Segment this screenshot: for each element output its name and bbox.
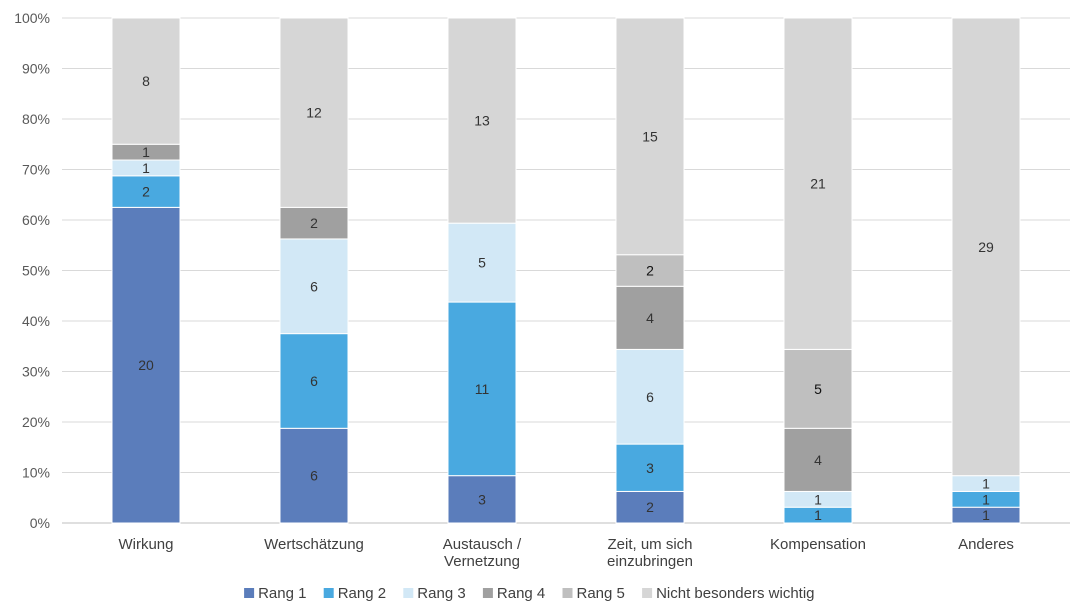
data-label: 6 bbox=[310, 468, 318, 484]
legend-label: Rang 4 bbox=[497, 585, 545, 602]
data-label: 1 bbox=[982, 476, 990, 492]
x-category-label-line: Anderes bbox=[958, 536, 1014, 553]
data-label: 15 bbox=[642, 128, 658, 144]
data-label: 1 bbox=[982, 491, 990, 507]
data-label: 1 bbox=[814, 491, 822, 507]
data-label: 8 bbox=[142, 73, 150, 89]
x-category-label: Anderes bbox=[958, 536, 1014, 553]
legend-swatch bbox=[482, 588, 493, 598]
data-label: 20 bbox=[138, 357, 154, 373]
data-label: 5 bbox=[814, 381, 822, 397]
x-category-label-line: Vernetzung bbox=[444, 553, 520, 570]
y-tick-label: 60% bbox=[22, 212, 50, 228]
bar-segment bbox=[783, 427, 853, 492]
bar-segment bbox=[615, 348, 685, 445]
legend-label: Rang 1 bbox=[258, 585, 306, 602]
bar-segment bbox=[279, 206, 349, 240]
bar-segment bbox=[951, 17, 1021, 477]
data-label: 12 bbox=[306, 105, 322, 121]
data-label: 2 bbox=[646, 499, 654, 515]
bar-segment bbox=[279, 238, 349, 335]
y-tick-label: 20% bbox=[22, 414, 50, 430]
data-label: 3 bbox=[646, 460, 654, 476]
x-category-label: Kompensation bbox=[770, 536, 866, 553]
data-label: 29 bbox=[978, 239, 994, 255]
bar-segment bbox=[447, 17, 517, 224]
bar-segment bbox=[615, 285, 685, 350]
x-category-label-line: Zeit, um sich bbox=[607, 536, 692, 553]
y-tick-label: 70% bbox=[22, 162, 50, 178]
x-axis: Wirkung Wertschätzung Austausch / Vernetzun… bbox=[118, 536, 1013, 570]
gridlines bbox=[62, 17, 1070, 524]
y-tick-label: 100% bbox=[14, 10, 50, 26]
legend-swatch bbox=[403, 588, 414, 598]
y-tick-label: 10% bbox=[22, 465, 50, 481]
data-label: 2 bbox=[646, 263, 654, 279]
legend-swatch bbox=[244, 588, 255, 598]
y-axis: 0% 10% 20% 30% 40% 50% 60% 70% 80% 90% 100% bbox=[14, 10, 50, 531]
bar-segment bbox=[279, 333, 349, 429]
bar-segment bbox=[615, 490, 685, 524]
data-label: 11 bbox=[475, 381, 490, 397]
legend-label: Rang 5 bbox=[577, 585, 625, 602]
y-tick-label: 50% bbox=[22, 263, 50, 279]
bar-segment bbox=[783, 17, 853, 350]
legend-label: Rang 3 bbox=[417, 585, 465, 602]
x-category-label-line: Kompensation bbox=[770, 536, 866, 553]
legend: Rang 1 Rang 2 Rang 3 Rang 4 Rang 5 Nicht beso… bbox=[244, 585, 815, 602]
data-label: 1 bbox=[142, 144, 150, 160]
y-tick-label: 90% bbox=[22, 61, 50, 77]
data-label: 1 bbox=[982, 507, 990, 523]
x-category-label-line: einzubringen bbox=[607, 553, 693, 570]
bar-segment bbox=[447, 222, 517, 303]
x-category-label: Wertschätzung bbox=[264, 536, 364, 553]
x-category-label-line: Austausch / bbox=[443, 536, 522, 553]
bar-segment bbox=[447, 301, 517, 477]
bar-segment bbox=[111, 17, 181, 145]
legend-swatch bbox=[323, 588, 334, 598]
y-tick-label: 0% bbox=[30, 515, 50, 531]
data-label: 2 bbox=[310, 215, 318, 231]
bar-segment bbox=[279, 17, 349, 208]
x-category-label: Zeit, um sich einzubringen bbox=[607, 536, 693, 570]
legend-label: Nicht besonders wichtig bbox=[656, 585, 814, 602]
bar-segment bbox=[615, 17, 685, 256]
x-category-label: Wirkung bbox=[118, 536, 173, 553]
data-label: 1 bbox=[814, 507, 822, 523]
y-tick-label: 80% bbox=[22, 111, 50, 127]
bar-segment bbox=[111, 206, 181, 524]
y-tick-label: 30% bbox=[22, 364, 50, 380]
x-category-label-line: Wertschätzung bbox=[264, 536, 364, 553]
data-label: 4 bbox=[814, 452, 822, 468]
x-category-label: Austausch / Vernetzung bbox=[443, 536, 522, 570]
data-label: 6 bbox=[310, 373, 318, 389]
data-label: 3 bbox=[478, 491, 486, 507]
data-label: 4 bbox=[646, 310, 654, 326]
legend-swatch bbox=[642, 588, 653, 598]
data-label: 6 bbox=[646, 389, 654, 405]
data-label: 21 bbox=[810, 176, 826, 192]
data-label: 1 bbox=[142, 160, 150, 176]
bar-segment bbox=[279, 427, 349, 524]
bar-segment bbox=[447, 475, 517, 524]
data-label: 13 bbox=[474, 113, 490, 129]
data-label: 5 bbox=[478, 255, 486, 271]
data-label: 2 bbox=[142, 184, 150, 200]
legend-swatch bbox=[562, 588, 573, 598]
legend-label: Rang 2 bbox=[338, 585, 386, 602]
data-label: 6 bbox=[310, 278, 318, 294]
y-tick-label: 40% bbox=[22, 313, 50, 329]
bar-segment bbox=[111, 175, 181, 208]
x-category-label-line: Wirkung bbox=[118, 536, 173, 553]
